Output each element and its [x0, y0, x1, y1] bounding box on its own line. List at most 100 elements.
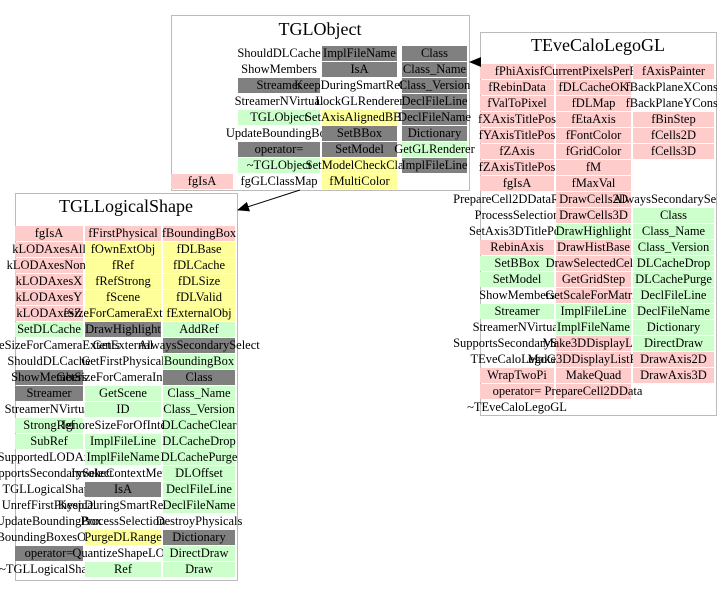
member-name: fBackPlaneYConst: [626, 96, 717, 110]
member-name: SetBBox: [494, 256, 540, 270]
cell-bg: [402, 142, 467, 157]
cell-bg: [633, 352, 714, 367]
inheritance-arrow: [237, 189, 301, 212]
cell-bg: [556, 240, 631, 255]
cell-bg: [85, 226, 161, 241]
class-box: TGLObject fgIsA ShouldDLCache ShowMembers St…: [171, 15, 476, 191]
cell-bg: [163, 434, 235, 449]
member-name: AddRef: [179, 322, 219, 336]
cell-bg: [556, 224, 631, 239]
cell-bg: [163, 290, 235, 305]
member-name: SetModel: [493, 272, 542, 286]
cell-bg: [15, 370, 83, 385]
cell-bg: [15, 274, 83, 289]
member-name: fOwnExtObj: [91, 242, 156, 256]
cell-bg: [163, 370, 235, 385]
member-name: ShouldDLCache: [237, 46, 321, 60]
cell-bg: [480, 128, 554, 143]
cell-bg: [85, 450, 161, 465]
cell-bg: [556, 192, 631, 207]
member-name: TEveCaloLegoGL: [470, 352, 563, 366]
cell-bg: [480, 256, 554, 271]
member-name: Make3DDisplayList: [542, 336, 645, 350]
member-name: ProcessSelection: [475, 208, 560, 222]
member-name: LockGLRenderer: [315, 94, 404, 108]
cell-bg: [163, 354, 235, 369]
member-name: kLODAxesY: [16, 290, 83, 304]
member-name: ~TEveCaloLegoGL: [467, 400, 567, 414]
member-name: fSizeForCameraExtents: [63, 306, 183, 320]
member-name: fFirstPhysical: [88, 226, 158, 240]
member-name: DLCachePurge: [161, 450, 238, 464]
cell-bg: [480, 160, 554, 175]
member-name: fDLBase: [176, 242, 222, 256]
cell-bg: [556, 352, 631, 367]
member-name: SetDLCache: [17, 322, 81, 336]
member-name: fBackPlaneXConst: [626, 80, 717, 94]
member-name: PrepareCell2DData: [545, 384, 643, 398]
member-name: ImplFileName: [557, 320, 630, 334]
member-name: DeclFileLine: [402, 94, 468, 108]
member-name: fDLMap: [572, 96, 616, 110]
member-name: DLCachePurge: [635, 272, 712, 286]
cell-bg: [556, 160, 631, 175]
member-name: DrawCells2D: [559, 192, 628, 206]
cell-bg: [480, 144, 554, 159]
cell-bg: [556, 96, 631, 111]
member-name: SubRef: [30, 434, 68, 448]
member-name: Class_Version: [638, 240, 710, 254]
member-name: Ref: [114, 562, 133, 576]
cell-bg: [633, 320, 714, 335]
member-name: kLODAxesX: [16, 274, 83, 288]
member-name: WrapTwoPi: [487, 368, 547, 382]
class-title: TEveCaloLegoGL: [531, 35, 665, 55]
member-name: fMaxVal: [572, 176, 616, 190]
member-name: IsA: [114, 482, 132, 496]
cell-bg: [85, 274, 161, 289]
class-title: TGLObject: [279, 19, 362, 39]
boxes: TGLObject fgIsA ShouldDLCache ShowMembers St…: [0, 15, 717, 581]
cell-bg: [322, 126, 397, 141]
cell-bg: [85, 290, 161, 305]
member-name: ImplFileName: [323, 46, 396, 60]
cell-bg: [15, 418, 83, 433]
member-name: UpdateBoundingBox: [226, 126, 333, 140]
member-name: StoreSizeForCameraExtents: [0, 338, 120, 352]
cell-bg: [163, 322, 235, 337]
member-name: DeclFileName: [163, 498, 236, 512]
cell-bg: [480, 272, 554, 287]
member-name: DrawAxis2D: [640, 352, 707, 366]
member-name: GetScene: [99, 386, 147, 400]
member-name: AlwaysSecondarySelect: [613, 192, 717, 206]
cell-bg: [480, 80, 554, 95]
cell-bg: [480, 240, 554, 255]
cell-bg: [402, 126, 467, 141]
member-name: KeepDuringSmartRefresh: [294, 78, 425, 92]
cell-bg: [633, 240, 714, 255]
member-name: ID: [116, 402, 129, 416]
member-name: fgIsA: [35, 226, 63, 240]
cell-bg: [163, 418, 235, 433]
member-name: InvokeContextMenu: [71, 466, 175, 480]
member-name: DeclFileName: [398, 110, 471, 124]
member-name: GetScaleForMatrix: [545, 288, 642, 302]
member-name: DirectDraw: [644, 336, 703, 350]
member-name: DLOffset: [175, 466, 223, 480]
member-name: fDLCache: [173, 258, 226, 272]
cell-bg: [556, 208, 631, 223]
member-name: Class: [185, 370, 212, 384]
member-name: AlwaysSecondarySelect: [138, 338, 260, 352]
cell-bg: [556, 256, 631, 271]
cell-bg: [480, 384, 554, 399]
member-name: Dictionary: [172, 530, 226, 544]
cell-bg: [556, 144, 631, 159]
cell-bg: [15, 434, 83, 449]
cell-bg: [163, 562, 235, 577]
member-name: GetSizeForCameraInterest: [56, 370, 190, 384]
cell-bg: [402, 94, 467, 109]
member-name: fBoundingBox: [162, 226, 237, 240]
cell-bg: [402, 78, 467, 93]
member-name: ImplFileLine: [90, 434, 156, 448]
member-name: DirectDraw: [170, 546, 229, 560]
member-name: fZAxisTitlePos: [479, 160, 556, 174]
